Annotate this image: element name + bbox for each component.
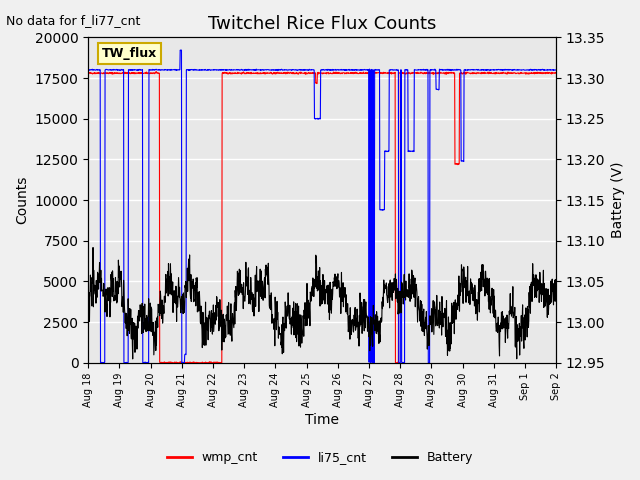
Text: No data for f_li77_cnt: No data for f_li77_cnt: [6, 14, 141, 27]
Title: Twitchel Rice Flux Counts: Twitchel Rice Flux Counts: [208, 15, 436, 33]
X-axis label: Time: Time: [305, 413, 339, 427]
Text: TW_flux: TW_flux: [102, 47, 157, 60]
Legend: wmp_cnt, li75_cnt, Battery: wmp_cnt, li75_cnt, Battery: [162, 446, 478, 469]
Y-axis label: Battery (V): Battery (V): [611, 162, 625, 238]
Y-axis label: Counts: Counts: [15, 176, 29, 224]
